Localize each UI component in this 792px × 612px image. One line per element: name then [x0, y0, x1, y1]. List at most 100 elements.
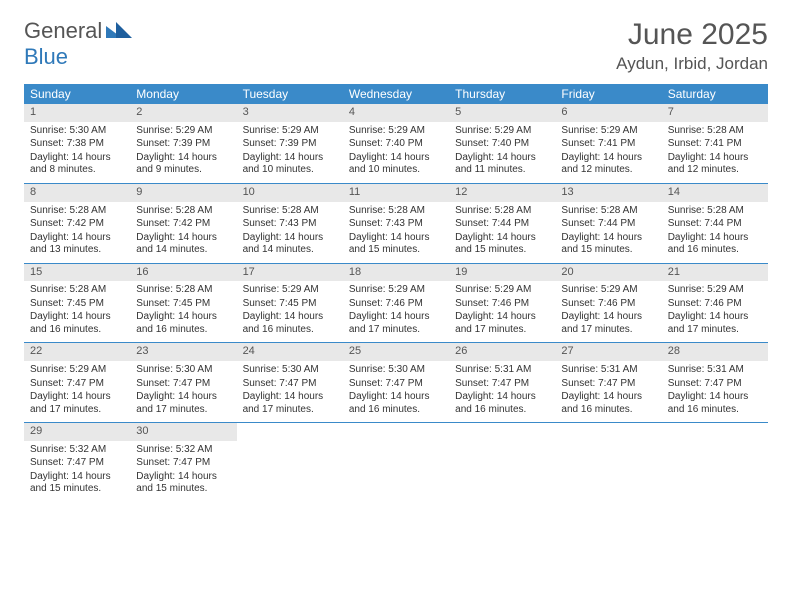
day-number: 25: [343, 343, 449, 361]
sunset-text: Sunset: 7:39 PM: [243, 138, 337, 151]
day-cell: 20Sunrise: 5:29 AMSunset: 7:46 PMDayligh…: [555, 264, 661, 343]
day-cell: 30Sunrise: 5:32 AMSunset: 7:47 PMDayligh…: [130, 423, 236, 502]
day-number: 23: [130, 343, 236, 361]
daylight-text: Daylight: 14 hours and 16 minutes.: [561, 391, 655, 416]
day-number: 10: [237, 184, 343, 202]
day-number: 18: [343, 264, 449, 282]
day-number: 27: [555, 343, 661, 361]
day-cell: 22Sunrise: 5:29 AMSunset: 7:47 PMDayligh…: [24, 343, 130, 422]
sunrise-text: Sunrise: 5:31 AM: [455, 364, 549, 377]
dow-monday: Monday: [130, 84, 236, 104]
day-number: 12: [449, 184, 555, 202]
dow-tuesday: Tuesday: [237, 84, 343, 104]
day-body: Sunrise: 5:29 AMSunset: 7:47 PMDaylight:…: [24, 361, 130, 422]
daylight-text: Daylight: 14 hours and 10 minutes.: [349, 152, 443, 177]
sunrise-text: Sunrise: 5:29 AM: [30, 364, 124, 377]
sunset-text: Sunset: 7:40 PM: [455, 138, 549, 151]
daylight-text: Daylight: 14 hours and 16 minutes.: [349, 391, 443, 416]
sunset-text: Sunset: 7:40 PM: [349, 138, 443, 151]
daylight-text: Daylight: 14 hours and 17 minutes.: [30, 391, 124, 416]
day-cell: 11Sunrise: 5:28 AMSunset: 7:43 PMDayligh…: [343, 184, 449, 263]
daylight-text: Daylight: 14 hours and 16 minutes.: [30, 311, 124, 336]
sunset-text: Sunset: 7:46 PM: [561, 298, 655, 311]
sunrise-text: Sunrise: 5:28 AM: [136, 284, 230, 297]
daylight-text: Daylight: 14 hours and 17 minutes.: [668, 311, 762, 336]
day-number: 15: [24, 264, 130, 282]
day-number: 5: [449, 104, 555, 122]
sunrise-text: Sunrise: 5:30 AM: [349, 364, 443, 377]
day-body: Sunrise: 5:30 AMSunset: 7:38 PMDaylight:…: [24, 122, 130, 183]
day-cell: 21Sunrise: 5:29 AMSunset: 7:46 PMDayligh…: [662, 264, 768, 343]
day-number: 17: [237, 264, 343, 282]
sunrise-text: Sunrise: 5:28 AM: [349, 205, 443, 218]
day-number: 28: [662, 343, 768, 361]
day-number: 16: [130, 264, 236, 282]
sunrise-text: Sunrise: 5:29 AM: [136, 125, 230, 138]
day-cell: 9Sunrise: 5:28 AMSunset: 7:42 PMDaylight…: [130, 184, 236, 263]
day-body: Sunrise: 5:29 AMSunset: 7:46 PMDaylight:…: [449, 281, 555, 342]
day-number: 7: [662, 104, 768, 122]
day-cell: 1Sunrise: 5:30 AMSunset: 7:38 PMDaylight…: [24, 104, 130, 183]
day-cell: 27Sunrise: 5:31 AMSunset: 7:47 PMDayligh…: [555, 343, 661, 422]
daylight-text: Daylight: 14 hours and 9 minutes.: [136, 152, 230, 177]
day-cell: [237, 423, 343, 502]
sunset-text: Sunset: 7:47 PM: [243, 378, 337, 391]
sunrise-text: Sunrise: 5:29 AM: [243, 125, 337, 138]
day-number: 9: [130, 184, 236, 202]
header: General June 2025 Aydun, Irbid, Jordan: [24, 18, 768, 74]
dow-header: Sunday Monday Tuesday Wednesday Thursday…: [24, 84, 768, 104]
day-body: Sunrise: 5:28 AMSunset: 7:41 PMDaylight:…: [662, 122, 768, 183]
sunrise-text: Sunrise: 5:28 AM: [668, 125, 762, 138]
day-body: Sunrise: 5:29 AMSunset: 7:39 PMDaylight:…: [130, 122, 236, 183]
day-body: Sunrise: 5:31 AMSunset: 7:47 PMDaylight:…: [662, 361, 768, 422]
week-row: 22Sunrise: 5:29 AMSunset: 7:47 PMDayligh…: [24, 343, 768, 423]
day-cell: 5Sunrise: 5:29 AMSunset: 7:40 PMDaylight…: [449, 104, 555, 183]
daylight-text: Daylight: 14 hours and 17 minutes.: [561, 311, 655, 336]
day-cell: 16Sunrise: 5:28 AMSunset: 7:45 PMDayligh…: [130, 264, 236, 343]
daylight-text: Daylight: 14 hours and 15 minutes.: [30, 471, 124, 496]
sunset-text: Sunset: 7:47 PM: [668, 378, 762, 391]
sunrise-text: Sunrise: 5:29 AM: [455, 284, 549, 297]
sunrise-text: Sunrise: 5:28 AM: [561, 205, 655, 218]
day-body: Sunrise: 5:32 AMSunset: 7:47 PMDaylight:…: [130, 441, 236, 502]
sunset-text: Sunset: 7:43 PM: [349, 218, 443, 231]
day-number: 21: [662, 264, 768, 282]
sunset-text: Sunset: 7:45 PM: [30, 298, 124, 311]
sunset-text: Sunset: 7:47 PM: [136, 457, 230, 470]
daylight-text: Daylight: 14 hours and 16 minutes.: [243, 311, 337, 336]
daylight-text: Daylight: 14 hours and 13 minutes.: [30, 232, 124, 257]
day-number: 20: [555, 264, 661, 282]
sunrise-text: Sunrise: 5:28 AM: [243, 205, 337, 218]
sunrise-text: Sunrise: 5:28 AM: [136, 205, 230, 218]
daylight-text: Daylight: 14 hours and 12 minutes.: [561, 152, 655, 177]
day-number: 6: [555, 104, 661, 122]
sunset-text: Sunset: 7:45 PM: [136, 298, 230, 311]
week-row: 15Sunrise: 5:28 AMSunset: 7:45 PMDayligh…: [24, 264, 768, 344]
sunset-text: Sunset: 7:47 PM: [349, 378, 443, 391]
week-row: 8Sunrise: 5:28 AMSunset: 7:42 PMDaylight…: [24, 184, 768, 264]
day-cell: [343, 423, 449, 502]
day-cell: [555, 423, 661, 502]
day-cell: 8Sunrise: 5:28 AMSunset: 7:42 PMDaylight…: [24, 184, 130, 263]
brand-part1: General: [24, 18, 102, 44]
sunset-text: Sunset: 7:47 PM: [136, 378, 230, 391]
daylight-text: Daylight: 14 hours and 16 minutes.: [668, 232, 762, 257]
day-cell: 29Sunrise: 5:32 AMSunset: 7:47 PMDayligh…: [24, 423, 130, 502]
day-body: Sunrise: 5:28 AMSunset: 7:45 PMDaylight:…: [130, 281, 236, 342]
day-number: 4: [343, 104, 449, 122]
sunset-text: Sunset: 7:44 PM: [561, 218, 655, 231]
day-number: 14: [662, 184, 768, 202]
day-number: 2: [130, 104, 236, 122]
dow-friday: Friday: [555, 84, 661, 104]
day-number: 29: [24, 423, 130, 441]
daylight-text: Daylight: 14 hours and 17 minutes.: [136, 391, 230, 416]
dow-sunday: Sunday: [24, 84, 130, 104]
day-body: Sunrise: 5:28 AMSunset: 7:44 PMDaylight:…: [662, 202, 768, 263]
brand-mark-icon: [106, 18, 132, 44]
day-cell: 18Sunrise: 5:29 AMSunset: 7:46 PMDayligh…: [343, 264, 449, 343]
sunset-text: Sunset: 7:45 PM: [243, 298, 337, 311]
daylight-text: Daylight: 14 hours and 16 minutes.: [668, 391, 762, 416]
day-body: Sunrise: 5:30 AMSunset: 7:47 PMDaylight:…: [237, 361, 343, 422]
location-label: Aydun, Irbid, Jordan: [616, 54, 768, 74]
sunset-text: Sunset: 7:44 PM: [455, 218, 549, 231]
